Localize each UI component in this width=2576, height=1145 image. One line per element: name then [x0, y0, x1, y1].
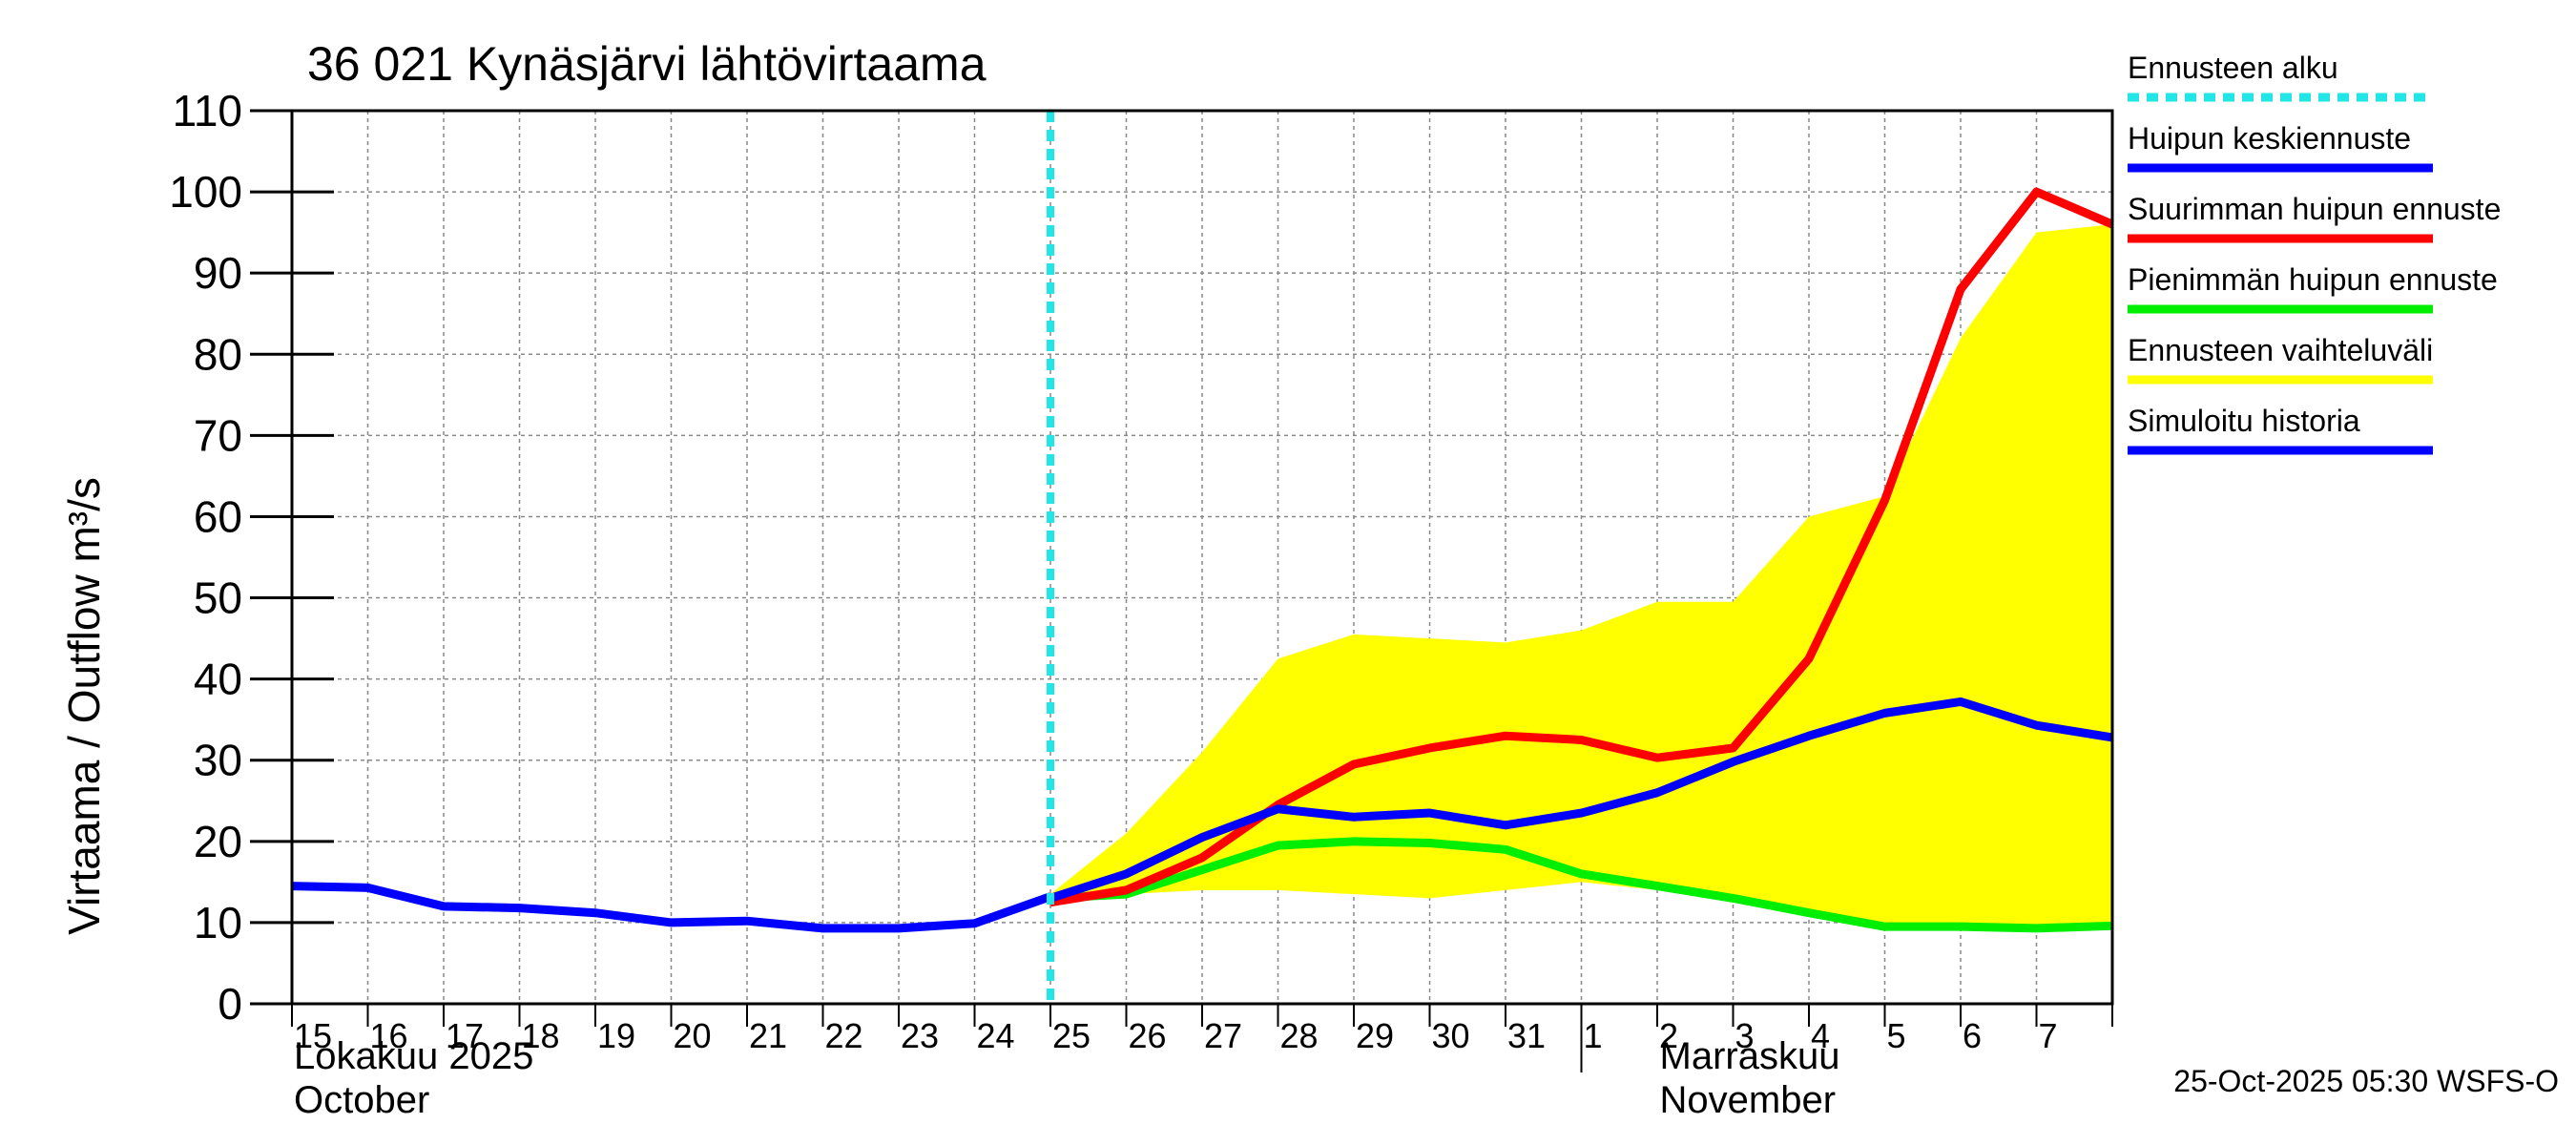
y-tick-label: 60 [194, 491, 242, 541]
y-tick-label: 0 [218, 979, 242, 1029]
plot-frame [290, 109, 2114, 1006]
y-tick-label: 100 [169, 167, 242, 217]
y-tick-label: 70 [194, 410, 242, 460]
month-label-fi: Marraskuu [1660, 1035, 1840, 1077]
x-tick-label: 20 [674, 1016, 712, 1055]
y-tick-label: 50 [194, 573, 242, 623]
x-tick-label: 6 [1963, 1016, 1982, 1055]
x-tick-label: 4 [1811, 1016, 1830, 1055]
legend-label: Ennusteen vaihteluväli [2128, 333, 2433, 367]
x-tick-label: 27 [1204, 1016, 1242, 1055]
legend: Ennusteen alku Huipun keskiennuste Suurimm… [2128, 51, 2501, 455]
x-tick-label: 30 [1432, 1016, 1470, 1055]
x-tick-label: 28 [1280, 1016, 1319, 1055]
x-tick-label: 16 [370, 1016, 408, 1055]
series-band [1050, 224, 2112, 927]
x-tick-label: 22 [825, 1016, 863, 1055]
y-tick-label: 110 [173, 86, 242, 135]
month-label-en: November [1660, 1079, 1837, 1121]
x-tick-label: 19 [597, 1016, 635, 1055]
x-tick-label: 3 [1735, 1016, 1755, 1055]
series-line-huipun-keskiennuste [1049, 697, 2113, 903]
x-tick-label: 29 [1356, 1016, 1394, 1055]
series-line-simuloitu-historia [291, 882, 1052, 933]
month-label-fi: Lokakuu 2025 [294, 1035, 533, 1077]
line-layer [291, 111, 2114, 1004]
y-tick-label: 40 [194, 655, 242, 704]
legend-label: Simuloitu historia [2128, 404, 2360, 438]
series-line-pienimm-n-huipun-ennuste [1049, 837, 2113, 933]
x-tick-label: 17 [446, 1016, 484, 1055]
footer-timestamp: 25-Oct-2025 05:30 WSFS-O [2173, 1064, 2559, 1098]
band-layer [1050, 224, 2112, 927]
x-tick-label: 21 [749, 1016, 787, 1055]
x-tick-label: 1 [1584, 1016, 1603, 1055]
legend-label: Huipun keskiennuste [2128, 121, 2411, 156]
x-tick-label: 18 [522, 1016, 560, 1055]
y-tick-label: 80 [194, 329, 242, 379]
x-tick-label: 31 [1507, 1016, 1546, 1055]
month-label-en: October [294, 1079, 429, 1121]
x-tick-label: 7 [2039, 1016, 2058, 1055]
y-tick-label: 90 [194, 248, 242, 298]
x-tick-label: 24 [977, 1016, 1015, 1055]
legend-label: Pienimmän huipun ennuste [2128, 262, 2498, 297]
x-tick-label: 2 [1659, 1016, 1678, 1055]
legend-label: Ennusteen alku [2128, 51, 2338, 85]
legend-label: Suurimman huipun ennuste [2128, 192, 2501, 226]
y-tick-label: 10 [194, 898, 242, 947]
x-tick-label: 15 [294, 1016, 332, 1055]
y-tick-label: 30 [194, 736, 242, 785]
x-tick-label: 26 [1129, 1016, 1167, 1055]
x-tick-label: 25 [1052, 1016, 1091, 1055]
series-line-suurimman-huipun-ennuste [1049, 187, 2114, 907]
y-tick-label: 20 [194, 817, 242, 866]
x-tick-label: 23 [901, 1016, 939, 1055]
chart-title: 36 021 Kynäsjärvi lähtövirtaama [307, 37, 987, 91]
y-axis-label: Virtaama / Outflow m³/s [59, 477, 109, 935]
x-tick-label: 5 [1887, 1016, 1906, 1055]
